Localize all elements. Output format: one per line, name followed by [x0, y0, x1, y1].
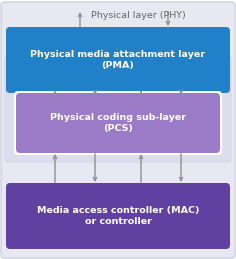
FancyBboxPatch shape	[5, 56, 231, 162]
FancyBboxPatch shape	[6, 183, 230, 249]
FancyBboxPatch shape	[14, 91, 222, 155]
Text: Physical layer (PHY): Physical layer (PHY)	[91, 11, 185, 20]
Text: Media access controller (MAC)
or controller: Media access controller (MAC) or control…	[37, 206, 199, 226]
Text: Physical media attachment layer
(PMA): Physical media attachment layer (PMA)	[30, 50, 206, 70]
Text: Physical coding sub-layer
(PCS): Physical coding sub-layer (PCS)	[50, 113, 186, 133]
FancyBboxPatch shape	[16, 93, 220, 153]
FancyBboxPatch shape	[6, 27, 230, 93]
